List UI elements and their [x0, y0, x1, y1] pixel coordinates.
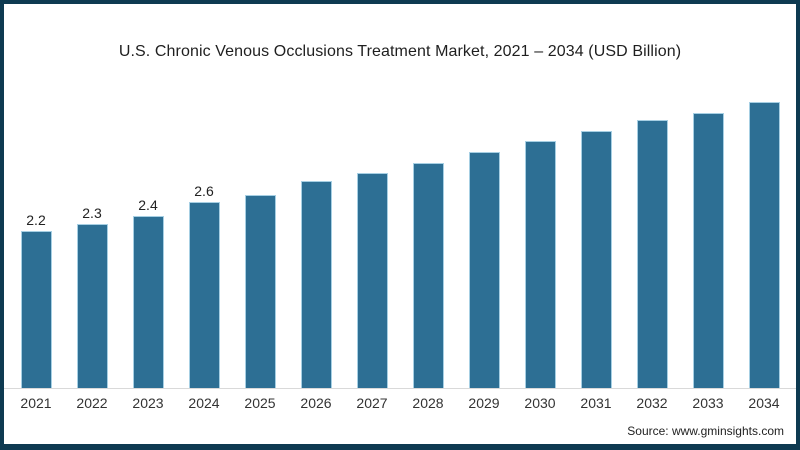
- x-axis-line: [4, 388, 796, 389]
- bar-value-label: 2.2: [26, 212, 46, 228]
- x-axis-label: 2026: [300, 395, 332, 411]
- bar: [76, 224, 108, 388]
- x-axis-label: 2021: [20, 395, 52, 411]
- bar-column: [344, 60, 400, 388]
- bar-column: 2.4: [120, 60, 176, 388]
- x-axis-label: 2032: [636, 395, 668, 411]
- bar: [300, 181, 332, 388]
- bar-column: [512, 60, 568, 388]
- bar: [636, 120, 668, 388]
- bar-column: [232, 60, 288, 388]
- x-axis-label: 2029: [468, 395, 500, 411]
- bar-column: 2.6: [176, 60, 232, 388]
- bar-column: [680, 60, 736, 388]
- x-axis-label: 2033: [692, 395, 724, 411]
- bar: [188, 202, 220, 388]
- bar: [748, 102, 780, 388]
- bar-column: [288, 60, 344, 388]
- x-axis-label: 2027: [356, 395, 388, 411]
- bar-column: [624, 60, 680, 388]
- x-axis-label: 2030: [524, 395, 556, 411]
- x-axis-tick-labels: 2021 2022 2023 2024 2025 2026 2027 2028 2029 2030…: [8, 395, 792, 411]
- bar-column: [736, 60, 792, 388]
- x-axis-label: 2024: [188, 395, 220, 411]
- bar-column: [400, 60, 456, 388]
- bar: [412, 163, 444, 388]
- bar: [132, 216, 164, 388]
- bar: [244, 195, 276, 388]
- bar-value-label: 2.4: [138, 197, 158, 213]
- bar-column: 2.3: [64, 60, 120, 388]
- chart-title: U.S. Chronic Venous Occlusions Treatment…: [118, 43, 682, 60]
- plot-area: 2.2 2.3 2.4 2.6: [8, 60, 792, 388]
- bar: [356, 173, 388, 388]
- bar-value-label: 2.3: [82, 205, 102, 221]
- bar-column: [568, 60, 624, 388]
- bar-column: 2.2: [8, 60, 64, 388]
- bar: [580, 131, 612, 388]
- bar: [468, 152, 500, 388]
- x-axis-label: 2023: [132, 395, 164, 411]
- bar: [20, 231, 52, 388]
- bar-column: [456, 60, 512, 388]
- x-axis-label: 2031: [580, 395, 612, 411]
- source-attribution: Source: www.gminsights.com: [627, 424, 784, 438]
- bar-value-label: 2.6: [194, 183, 214, 199]
- x-axis-label: 2028: [412, 395, 444, 411]
- bar: [524, 141, 556, 388]
- x-axis-label: 2025: [244, 395, 276, 411]
- x-axis-label: 2022: [76, 395, 108, 411]
- x-axis-label: 2034: [748, 395, 780, 411]
- bar: [692, 113, 724, 388]
